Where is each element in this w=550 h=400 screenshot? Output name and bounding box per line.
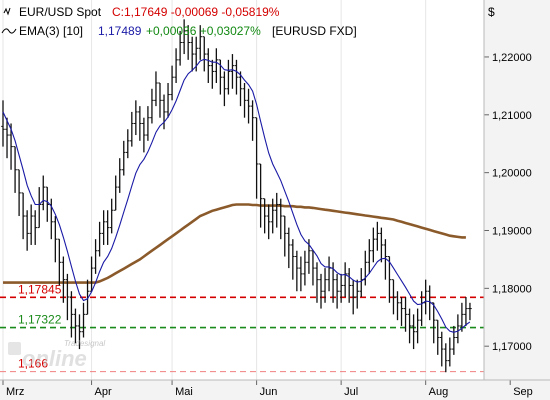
y-tick-label: 1,18000 xyxy=(492,283,532,295)
x-tick-label: Mai xyxy=(175,386,193,398)
vertical-grid xyxy=(2,0,427,380)
ema-value: 1,17489 xyxy=(98,24,142,38)
legend-line2: EMA(3) [10] 1,17489 +0,00036 +0,03027% [… xyxy=(1,24,357,38)
symbol-label: EUR/USD Spot xyxy=(19,5,102,19)
legend-line1: EUR/USD Spot C:1,17649 -0,00069 -0,05819… xyxy=(3,5,280,19)
quote-label: C:1,17649 -0,00069 -0,05819% xyxy=(112,5,280,19)
ema-change: +0,00036 +0,03027% xyxy=(146,24,261,38)
level-label: 1,17845 xyxy=(18,282,62,296)
moving-average-layer xyxy=(3,203,466,284)
watermark-brand: Tradesignal xyxy=(64,339,105,348)
currency-label: $ xyxy=(488,5,495,19)
y-tick-label: 1,20000 xyxy=(492,168,532,180)
x-tick-label: Aug xyxy=(429,386,449,398)
price-axis: 1,22000 1,21000 1,20000 1,19000 1,18000 1,170… xyxy=(484,52,532,353)
tradesignal-watermark: Tradesignal online xyxy=(8,339,105,371)
ema-layer xyxy=(2,58,471,333)
x-tick-label: Apr xyxy=(95,386,112,398)
moving-average-line xyxy=(3,203,466,284)
level-label-background xyxy=(14,282,60,296)
source-label: [EURUSD FXD] xyxy=(272,24,357,38)
y-tick-label: 1,17000 xyxy=(492,341,532,353)
ema-line xyxy=(2,58,471,333)
level-label: 1,166 xyxy=(18,357,48,371)
axis-background xyxy=(484,0,550,380)
legend: EUR/USD Spot C:1,17649 -0,00069 -0,05819… xyxy=(1,5,357,38)
ema-label: EMA(3) [10] xyxy=(19,24,83,38)
x-tick-label: Jun xyxy=(260,386,278,398)
x-tick-label: Jul xyxy=(344,386,358,398)
line-icon xyxy=(1,28,17,34)
y-tick-label: 1,21000 xyxy=(492,110,532,122)
y-tick-label: 1,19000 xyxy=(492,225,532,237)
price-bars xyxy=(1,19,472,373)
x-tick-label: Sep xyxy=(513,386,533,398)
y-tick-label: 1,22000 xyxy=(492,52,532,64)
price-levels: 1,17845 1,17322 1,166 xyxy=(0,282,484,373)
watermark-logo-icon xyxy=(8,342,21,355)
x-tick-label: Mrz xyxy=(6,386,24,398)
plot-background xyxy=(0,0,484,380)
time-axis: Mrz Apr Mai Jun Jul Aug Sep xyxy=(2,380,533,398)
time-axis-background xyxy=(0,380,550,400)
level-label-background xyxy=(14,356,60,370)
watermark-product: online xyxy=(22,346,87,371)
bar-chart-icon xyxy=(3,7,11,16)
level-label: 1,17322 xyxy=(18,313,62,327)
level-label-background xyxy=(14,312,60,326)
